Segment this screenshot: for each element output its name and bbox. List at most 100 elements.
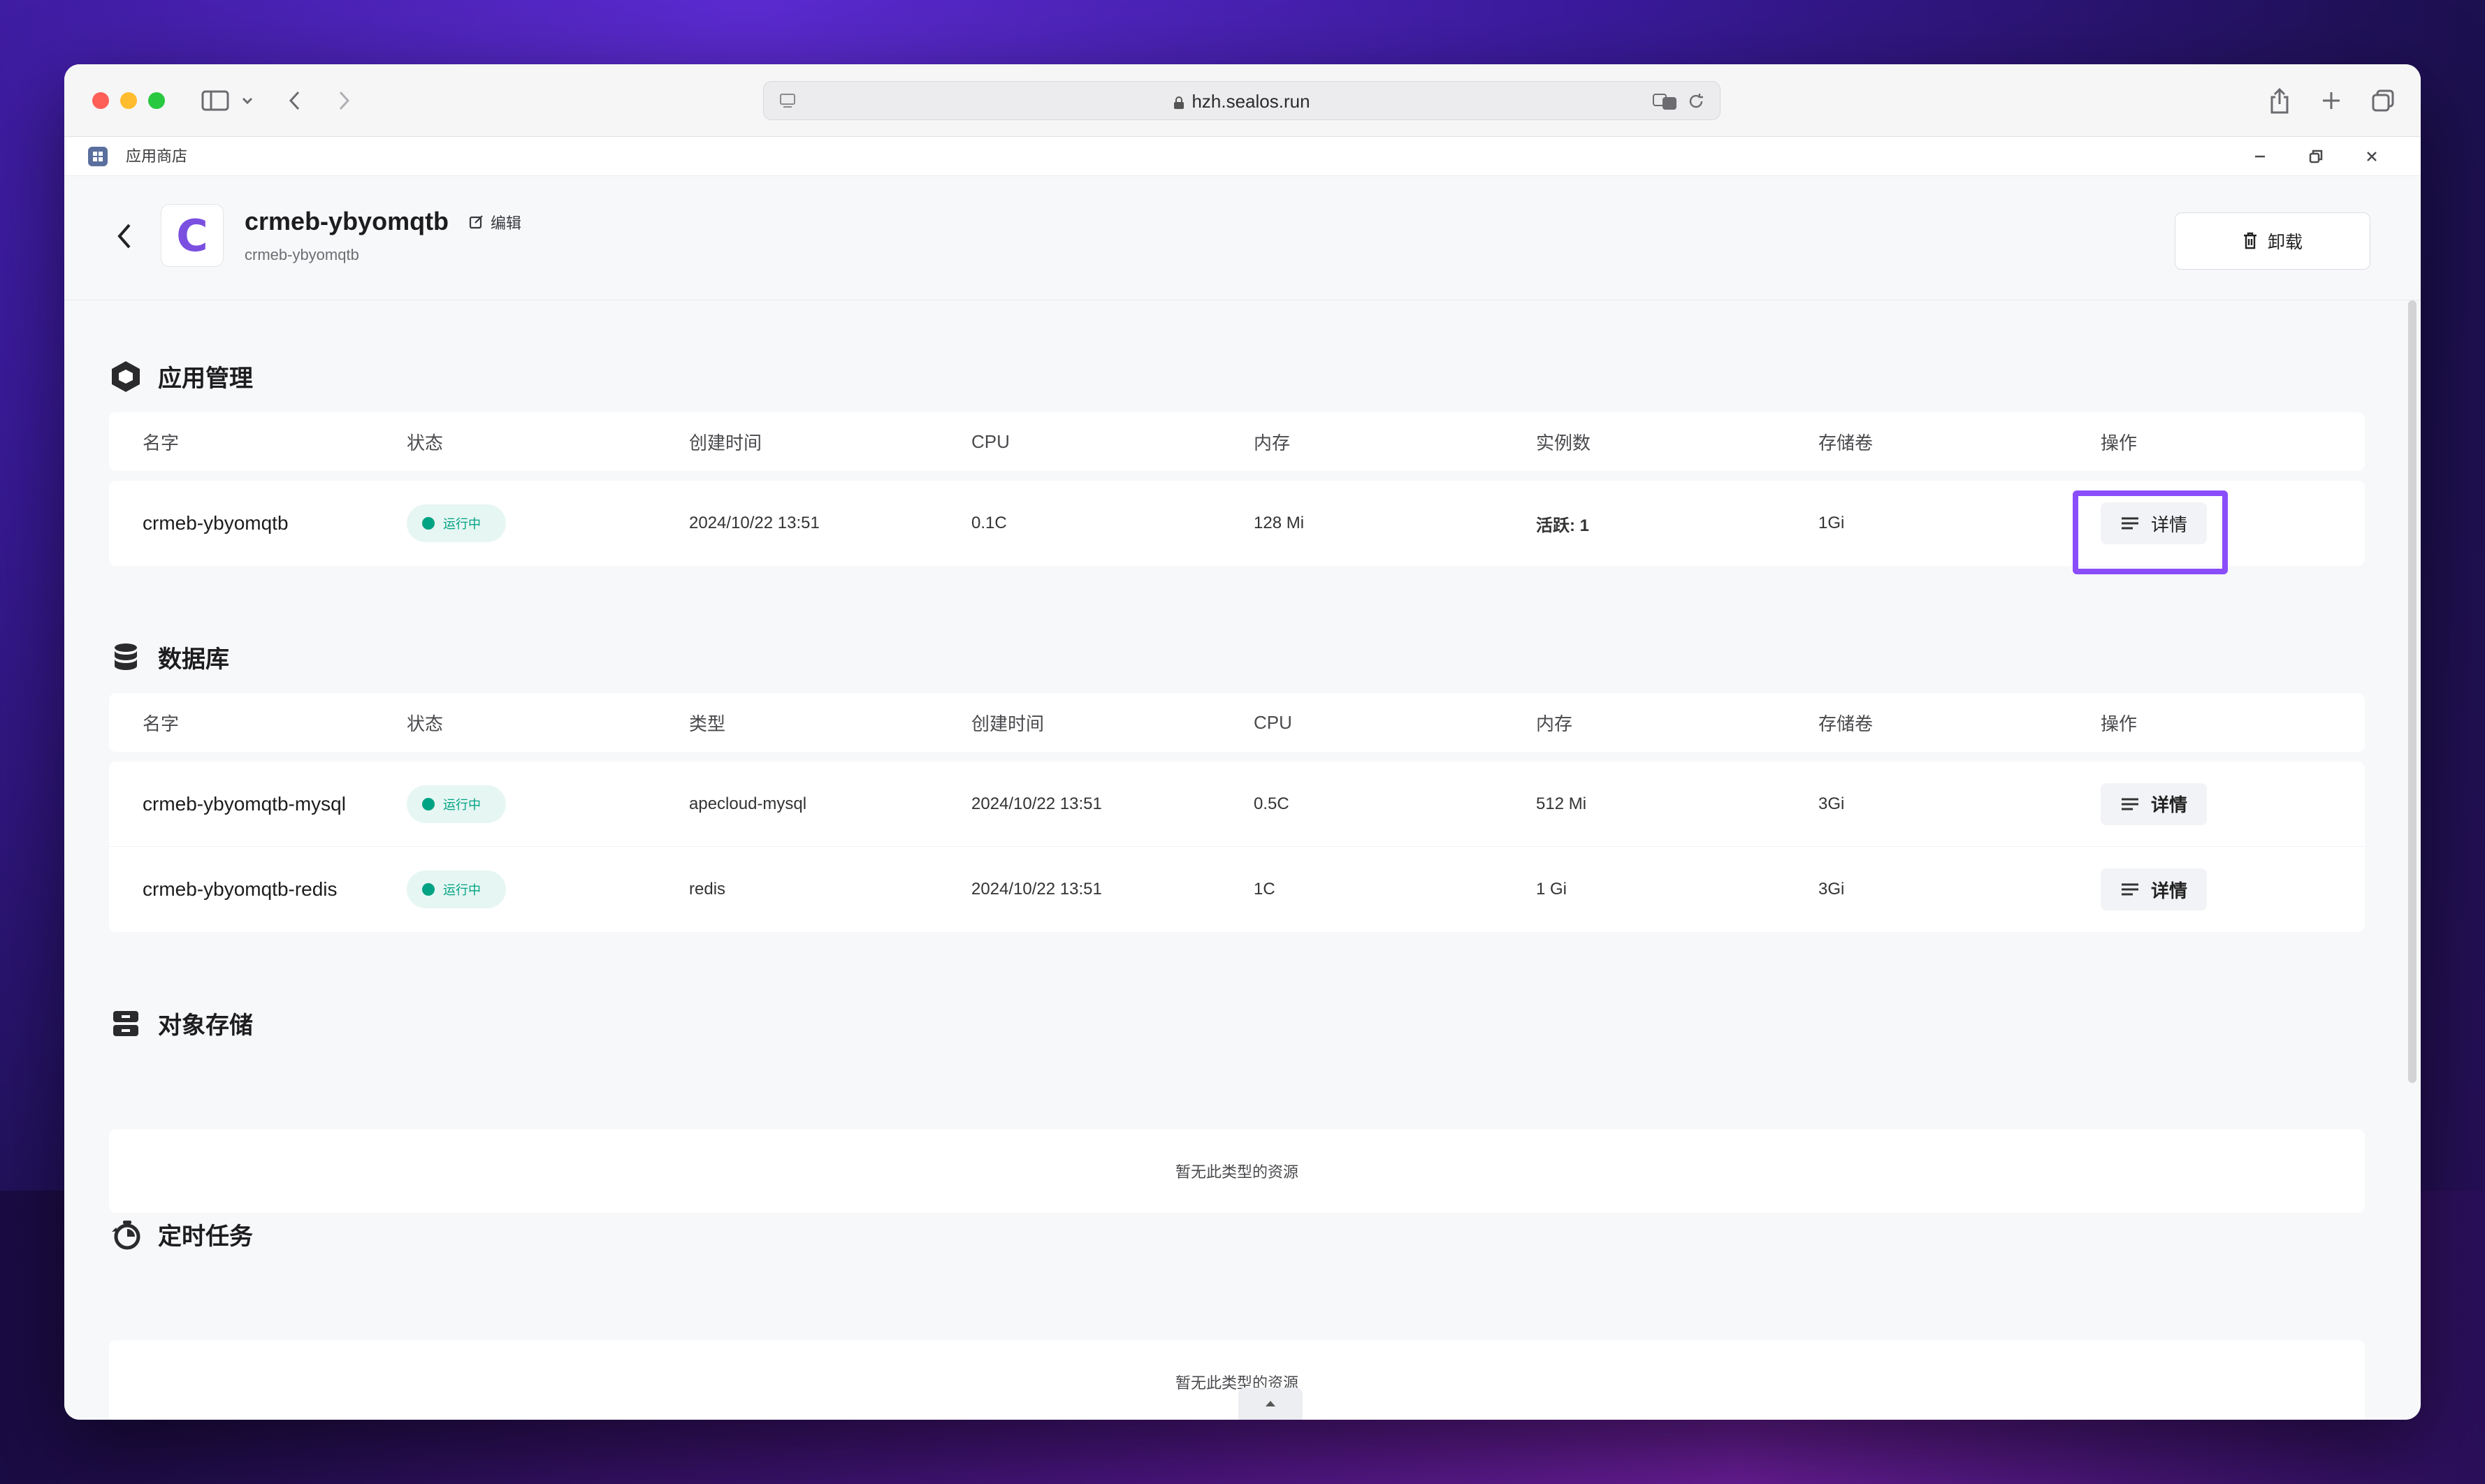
lock-icon bbox=[1174, 96, 1184, 109]
detail-button[interactable]: 详情 bbox=[2101, 868, 2208, 910]
translate-icon[interactable] bbox=[1650, 86, 1681, 117]
detail-label: 详情 bbox=[2151, 794, 2188, 815]
forward-nav-icon[interactable] bbox=[330, 85, 358, 116]
db-table-body: crmeb-ybyomqtb-mysql 运行中 apecloud-mysql … bbox=[109, 762, 2365, 932]
chevron-down-icon[interactable] bbox=[239, 85, 256, 116]
row-storage: 3Gi bbox=[1818, 880, 1845, 899]
back-button[interactable] bbox=[108, 219, 141, 253]
minimize-window-button[interactable] bbox=[120, 92, 137, 109]
cube-icon bbox=[112, 361, 140, 392]
reload-icon[interactable] bbox=[1682, 86, 1710, 117]
column-header: 状态 bbox=[407, 432, 444, 453]
row-created: 2024/10/22 13:51 bbox=[689, 514, 820, 532]
list-icon bbox=[2122, 798, 2138, 810]
url-text: hzh.sealos.run bbox=[1191, 91, 1310, 112]
status-badge: 运行中 bbox=[407, 871, 506, 908]
db-table-header: 名字 状态 类型 创建时间 CPU 内存 存储卷 操作 bbox=[109, 693, 2365, 752]
caret-up-icon bbox=[1266, 1401, 1275, 1406]
section-title-text: 数据库 bbox=[158, 646, 229, 673]
row-name: crmeb-ybyomqtb-mysql bbox=[143, 792, 346, 815]
uninstall-button[interactable]: 卸载 bbox=[2175, 212, 2370, 270]
back-nav-icon[interactable] bbox=[281, 85, 309, 116]
cron-section-title: 定时任务 bbox=[109, 1217, 253, 1251]
share-icon[interactable] bbox=[2264, 85, 2295, 116]
app-table-body: crmeb-ybyomqtb 运行中 2024/10/22 13:51 0.1C… bbox=[109, 481, 2365, 566]
column-header: CPU bbox=[1254, 711, 1292, 733]
detail-label: 详情 bbox=[2151, 514, 2188, 535]
sidebar-toggle-icon[interactable] bbox=[200, 85, 231, 116]
row-type: redis bbox=[689, 880, 726, 899]
status-dot-icon bbox=[422, 517, 435, 530]
object-storage-section-title: 对象存储 bbox=[109, 1006, 253, 1040]
status-dot-icon bbox=[422, 797, 435, 810]
detail-button[interactable]: 详情 bbox=[2101, 783, 2208, 825]
row-name: crmeb-ybyomqtb bbox=[143, 512, 289, 534]
edit-icon bbox=[469, 215, 483, 229]
url-text-container: hzh.sealos.run bbox=[764, 82, 1720, 121]
browser-toolbar: hzh.sealos.run bbox=[64, 64, 2421, 137]
column-header: 实例数 bbox=[1536, 432, 1591, 453]
detail-button[interactable]: 详情 bbox=[2101, 502, 2208, 544]
address-bar[interactable]: hzh.sealos.run bbox=[763, 81, 1720, 120]
app-tab-bar: 应用商店 bbox=[64, 137, 2421, 176]
column-header: 创建时间 bbox=[971, 713, 1045, 734]
status-text: 运行中 bbox=[443, 797, 481, 812]
section-title-text: 定时任务 bbox=[158, 1223, 253, 1250]
row-created: 2024/10/22 13:51 bbox=[971, 880, 1102, 899]
status-badge: 运行中 bbox=[407, 504, 506, 542]
row-type: apecloud-mysql bbox=[689, 794, 807, 813]
status-dot-icon bbox=[422, 883, 435, 896]
main-content: 应用管理 名字 状态 创建时间 CPU 内存 实例数 存储卷 操作 crmeb-… bbox=[64, 300, 2421, 1420]
cron-empty-state: 暂无此类型的资源 bbox=[109, 1340, 2365, 1420]
close-window-button[interactable] bbox=[92, 92, 109, 109]
list-icon bbox=[2122, 883, 2138, 896]
app-detail-header: C crmeb-ybyomqtb 编辑 crmeb-ybyomqtb 卸载 bbox=[64, 176, 2421, 300]
row-cpu: 0.1C bbox=[971, 514, 1007, 532]
timer-icon bbox=[112, 1220, 140, 1249]
app-name: crmeb-ybyomqtb bbox=[245, 207, 449, 235]
tab-overview-icon[interactable] bbox=[2368, 85, 2398, 116]
status-text: 运行中 bbox=[443, 517, 481, 531]
status-cell: 运行中 bbox=[407, 762, 506, 846]
status-badge: 运行中 bbox=[407, 785, 506, 823]
app-store-icon bbox=[88, 147, 108, 166]
database-icon bbox=[115, 643, 137, 670]
scroll-up-button[interactable] bbox=[1238, 1388, 1303, 1420]
edit-button[interactable]: 编辑 bbox=[468, 211, 521, 233]
app-subname: crmeb-ybyomqtb bbox=[245, 246, 359, 263]
section-title-text: 应用管理 bbox=[158, 365, 253, 392]
table-row: crmeb-ybyomqtb 运行中 2024/10/22 13:51 0.1C… bbox=[109, 481, 2365, 566]
maximize-window-button[interactable] bbox=[148, 92, 165, 109]
action-cell: 详情 bbox=[2101, 762, 2208, 846]
app-logo: C bbox=[161, 204, 224, 267]
column-header: 操作 bbox=[2101, 432, 2138, 453]
detail-label: 详情 bbox=[2151, 880, 2188, 901]
action-cell: 详情 bbox=[2101, 481, 2208, 566]
scrollbar[interactable] bbox=[2408, 300, 2417, 1083]
edit-label: 编辑 bbox=[491, 214, 522, 232]
row-memory: 512 Mi bbox=[1536, 794, 1587, 813]
app-table-header: 名字 状态 创建时间 CPU 内存 实例数 存储卷 操作 bbox=[109, 412, 2365, 471]
storage-box-icon bbox=[113, 1010, 138, 1036]
minimize-icon[interactable] bbox=[2249, 145, 2271, 168]
status-cell: 运行中 bbox=[407, 847, 506, 932]
uninstall-label: 卸载 bbox=[2267, 233, 2303, 252]
row-name: crmeb-ybyomqtb-redis bbox=[143, 878, 338, 900]
column-header: 内存 bbox=[1254, 432, 1291, 453]
row-memory: 1 Gi bbox=[1536, 880, 1567, 899]
row-storage: 1Gi bbox=[1818, 514, 1845, 532]
close-icon[interactable] bbox=[2361, 145, 2383, 168]
section-title-text: 对象存储 bbox=[158, 1012, 253, 1039]
restore-icon[interactable] bbox=[2305, 145, 2327, 168]
action-cell: 详情 bbox=[2101, 847, 2208, 932]
row-cpu: 0.5C bbox=[1254, 794, 1289, 813]
column-header: 创建时间 bbox=[689, 432, 762, 453]
list-icon bbox=[2122, 517, 2138, 530]
column-header: 操作 bbox=[2101, 713, 2138, 734]
column-header: 类型 bbox=[689, 713, 726, 734]
object-storage-empty-state: 暂无此类型的资源 bbox=[109, 1129, 2365, 1213]
row-memory: 128 Mi bbox=[1254, 514, 1305, 532]
app-management-section-title: 应用管理 bbox=[109, 359, 253, 393]
new-tab-icon[interactable] bbox=[2316, 85, 2347, 116]
row-cpu: 1C bbox=[1254, 880, 1275, 899]
